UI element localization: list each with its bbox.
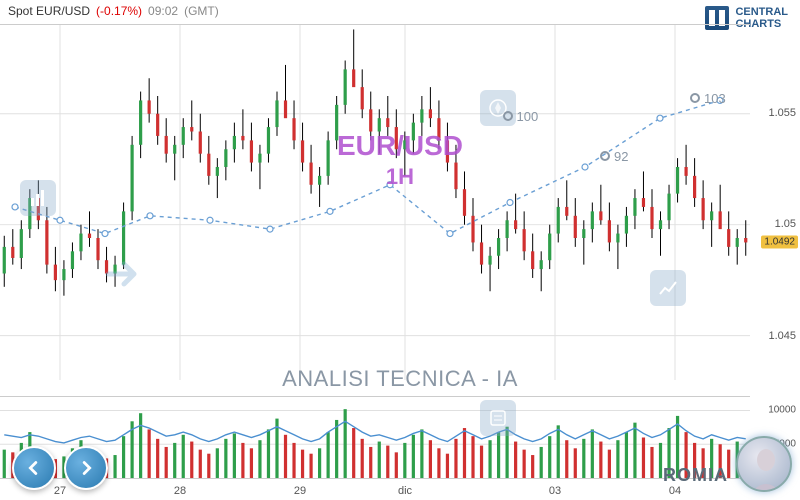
ytick-label: 1.055 (768, 107, 796, 119)
chart-badge: 92 (600, 149, 628, 164)
xtick-label: 27 (54, 485, 66, 497)
volume-panel[interactable] (0, 396, 750, 478)
arrow-right-icon (100, 250, 148, 303)
xtick-label: 04 (669, 485, 681, 497)
ytick-label: 1.05 (775, 218, 796, 230)
chart-header: Spot EUR/USD (-0.17%) 09:02 (GMT) (0, 0, 800, 22)
xtick-label: 03 (549, 485, 561, 497)
brand-name: ROMIA (663, 465, 728, 486)
nav-next-button[interactable] (64, 446, 108, 490)
xtick-label: 29 (294, 485, 306, 497)
nav-prev-button[interactable] (12, 446, 56, 490)
change-pct: (-0.17%) (96, 4, 142, 18)
time-label: 09:02 (148, 4, 178, 18)
tz-label: (GMT) (184, 4, 219, 18)
symbol-label: Spot EUR/USD (8, 4, 90, 18)
price-chart[interactable] (0, 24, 750, 380)
xtick-label: dic (398, 485, 412, 497)
price-yaxis: 1.045 1.05 1.055 1.0492 (750, 24, 800, 380)
vol-ytick-label: 10000 (768, 404, 796, 415)
last-price-tag: 1.0492 (761, 236, 798, 249)
avatar-icon[interactable] (736, 436, 792, 492)
time-xaxis: 27 28 29 dic 03 04 (0, 478, 750, 500)
ytick-label: 1.045 (768, 330, 796, 342)
chart-badge: 100 (503, 109, 539, 124)
chart-badge: 103 (690, 91, 726, 106)
chart-overlay-subtitle: ANALISI TECNICA - IA (282, 366, 518, 392)
xtick-label: 28 (174, 485, 186, 497)
